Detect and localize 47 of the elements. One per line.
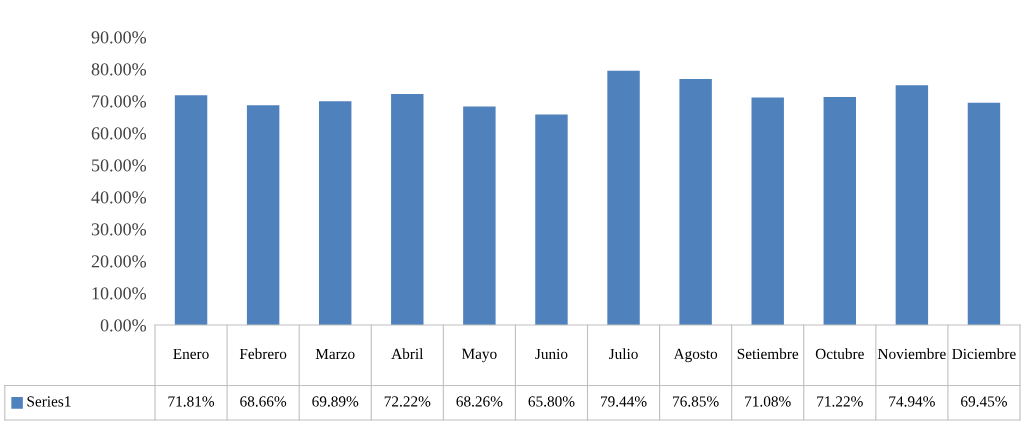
data-label: 76.85% xyxy=(673,396,719,407)
y-tick-label: 60.00% xyxy=(91,127,147,140)
data-label: 79.44% xyxy=(601,396,647,407)
bar xyxy=(895,85,929,325)
y-tick-label: 50.00% xyxy=(92,159,147,172)
bar xyxy=(751,97,784,325)
data-label: 72.22% xyxy=(384,396,431,407)
data-label: 68.26% xyxy=(456,396,503,407)
x-tick-label: Febrero xyxy=(239,348,287,360)
x-tick-label: Setiembre xyxy=(737,348,799,360)
bar xyxy=(535,114,568,325)
legend-label: Series1 xyxy=(27,396,71,407)
data-label: 65.80% xyxy=(528,396,575,407)
bar xyxy=(391,93,424,325)
data-label: 74.94% xyxy=(889,396,935,407)
x-tick-label: Marzo xyxy=(315,348,355,360)
y-tick-label: 10.00% xyxy=(92,287,147,300)
x-tick-label: Junio xyxy=(535,348,568,360)
data-label: 71.81% xyxy=(168,396,215,407)
data-label: 68.66% xyxy=(240,396,287,407)
data-label: 69.45% xyxy=(961,396,1007,407)
x-tick-label: Julio xyxy=(609,348,638,360)
y-tick-label: 80.00% xyxy=(91,63,147,76)
bar xyxy=(679,79,712,325)
bar xyxy=(823,97,857,325)
x-tick-label: Noviembre xyxy=(877,348,946,360)
x-tick-label: Diciembre xyxy=(952,348,1016,360)
x-tick-label: Enero xyxy=(173,348,209,360)
data-label: 69.89% xyxy=(312,396,359,407)
data-label: 71.22% xyxy=(817,396,863,407)
y-tick-label: 90.00% xyxy=(91,31,147,44)
y-tick-label: 30.00% xyxy=(91,223,147,236)
bar xyxy=(463,106,496,325)
bar xyxy=(246,105,280,325)
y-tick-label: 0.00% xyxy=(100,319,147,332)
x-tick-label: Octubre xyxy=(815,348,864,360)
x-tick-label: Abril xyxy=(391,348,424,360)
bar xyxy=(174,95,208,325)
bar xyxy=(607,70,640,325)
bar xyxy=(318,101,352,325)
y-tick-label: 20.00% xyxy=(91,255,147,268)
y-tick-label: 40.00% xyxy=(91,191,147,204)
y-tick-label: 70.00% xyxy=(92,95,147,108)
x-tick-label: Mayo xyxy=(461,348,497,363)
data-label: 71.08% xyxy=(745,396,791,407)
x-tick-label: Agosto xyxy=(673,348,718,363)
bar xyxy=(967,102,1001,325)
